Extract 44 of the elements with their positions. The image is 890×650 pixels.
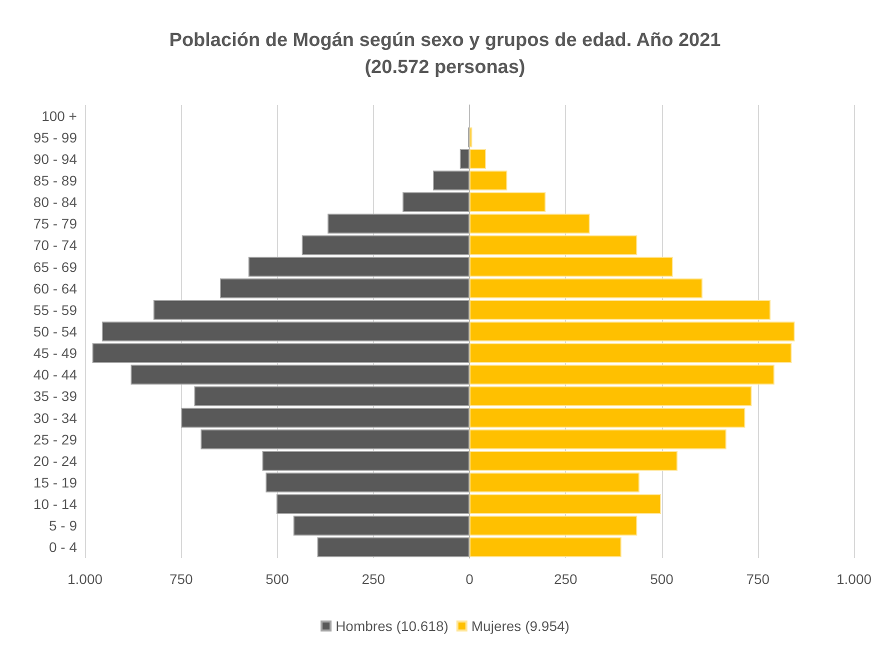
- bar: [470, 256, 673, 277]
- y-tick-label: 95 - 99: [33, 129, 78, 146]
- y-tick-label: 60 - 64: [33, 280, 78, 296]
- y-tick-label: 70 - 74: [33, 237, 78, 254]
- x-tick-label: 250: [554, 571, 578, 587]
- x-tick-label: 1.000: [67, 571, 103, 587]
- bar: [302, 235, 470, 256]
- y-tick-label: 15 - 19: [33, 474, 78, 490]
- x-tick-label: 750: [169, 571, 194, 587]
- y-tick-label: 50 - 54: [33, 324, 78, 340]
- y-tick-label: 75 - 79: [33, 216, 78, 232]
- x-tick-label: 250: [362, 571, 386, 587]
- chart-title: Población de Mogán según sexo y grupos de edad. Año 2021: [169, 30, 722, 51]
- y-tick-label: 5 - 9: [48, 518, 78, 534]
- y-tick-label: 80 - 84: [33, 194, 78, 210]
- x-tick-label: 500: [650, 571, 674, 587]
- y-tick-label: 85 - 89: [33, 172, 78, 188]
- y-tick-label: 55 - 59: [33, 302, 78, 318]
- y-tick-label: 25 - 29: [33, 431, 78, 448]
- legend-label: Mujeres (9.954): [471, 618, 570, 634]
- y-tick-label: 35 - 39: [33, 388, 78, 404]
- y-tick-label: 45 - 49: [33, 345, 78, 362]
- chart-subtitle: (20.572 personas): [364, 57, 526, 78]
- y-tick-label: 0 - 4: [48, 539, 78, 556]
- y-tick-label: 90 - 94: [33, 150, 78, 167]
- y-tick-label: 10 - 14: [33, 496, 78, 512]
- bar: [470, 235, 638, 256]
- y-tick-label: 30 - 34: [33, 410, 78, 426]
- legend-label: Hombres (10.618): [336, 618, 448, 634]
- y-tick-label: 65 - 69: [33, 258, 78, 275]
- y-tick-label: 40 - 44: [33, 366, 78, 383]
- bar: [194, 386, 470, 406]
- bar: [470, 537, 622, 558]
- bar: [470, 408, 746, 428]
- y-tick-label: 20 - 24: [33, 452, 78, 469]
- x-tick-label: 0: [466, 571, 474, 587]
- y-tick-label: 100 +: [42, 108, 77, 124]
- bar: [317, 537, 470, 558]
- x-tick-label: 500: [266, 571, 290, 587]
- x-tick-label: 750: [746, 571, 770, 587]
- bar: [470, 386, 752, 406]
- bar: [181, 408, 470, 428]
- x-tick-label: 1.000: [836, 571, 872, 587]
- bar: [248, 256, 470, 277]
